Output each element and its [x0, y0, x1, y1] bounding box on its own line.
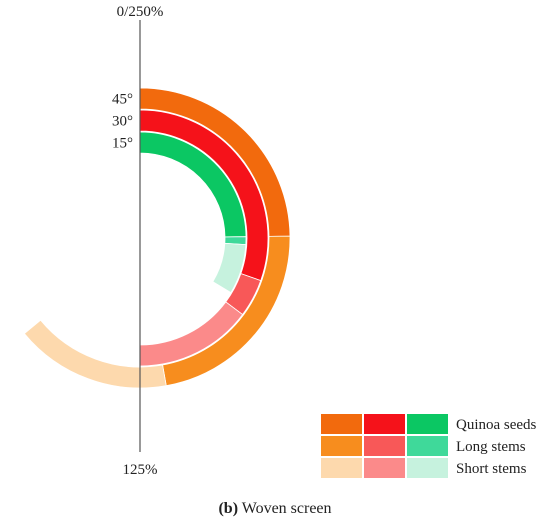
legend-label-long-stems: Long stems: [456, 439, 526, 455]
ring-label-30: 30°: [112, 114, 133, 130]
axis-label-top: 0/250%: [117, 4, 164, 20]
legend-swatch-45-short-stems: [321, 458, 362, 478]
arc-15-short-stems: [212, 242, 247, 294]
caption-text: Woven screen: [238, 500, 332, 517]
ring-label-15: 15°: [112, 136, 133, 152]
legend-swatch-30-long-stems: [364, 436, 405, 456]
arc-45-quinoa-seeds: [139, 87, 291, 237]
figure-caption: (b) Woven screen: [0, 500, 550, 518]
caption-letter: (b): [218, 500, 239, 517]
ring-labels: 45° 30° 15°: [112, 92, 133, 152]
legend: Quinoa seeds Long stems Short stems: [321, 414, 537, 478]
arc-45-short-stems: [23, 319, 167, 389]
legend-swatch-15-quinoa-seeds: [407, 414, 448, 434]
legend-swatch-45-long-stems: [321, 436, 362, 456]
legend-label-short-stems: Short stems: [456, 461, 527, 477]
legend-swatch-15-short-stems: [407, 458, 448, 478]
legend-swatch-45-quinoa-seeds: [321, 414, 362, 434]
legend-swatch-30-quinoa-seeds: [364, 414, 405, 434]
legend-swatch-30-short-stems: [364, 458, 405, 478]
legend-label-quinoa-seeds: Quinoa seeds: [456, 417, 537, 433]
legend-swatch-15-long-stems: [407, 436, 448, 456]
ring-label-45: 45°: [112, 92, 133, 108]
chart-arcs: [23, 87, 291, 389]
axis-label-bottom: 125%: [123, 462, 158, 478]
